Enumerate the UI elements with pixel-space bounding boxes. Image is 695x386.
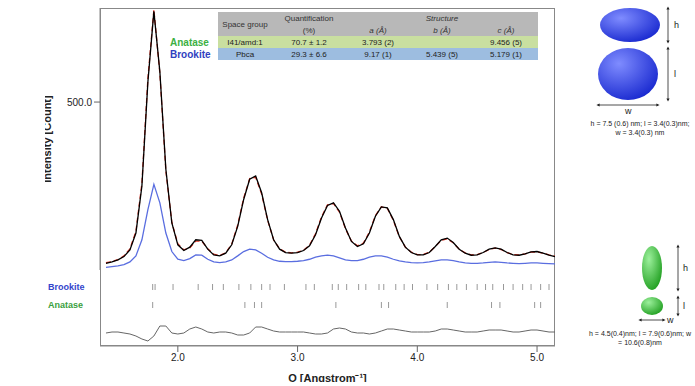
html-text:9.456 (5): 9.456 (5) [490, 37, 522, 47]
html-text:I41/amd:1: I41/amd:1 [227, 37, 263, 47]
svg-text:500.0: 500.0 [67, 97, 92, 108]
html-text:h = 4.5(0.4)nm; l = 7.9(0.6)nm: h = 4.5(0.4)nm; l = 7.9(0.6)nm; w = 10.6… [589, 330, 691, 346]
html-text:h = 7.5 (0.6) nm; l = 3.4(0.3): h = 7.5 (0.6) nm; l = 3.4(0.3)nm; w = 3.… [590, 120, 690, 136]
html-text:5.439 (5): 5.439 (5) [426, 49, 458, 59]
svg-text:2.0: 2.0 [171, 352, 185, 363]
svg-text:Intensity [Count]: Intensity [Count] [45, 95, 53, 183]
html-text:29.3 ± 6.6: 29.3 ± 6.6 [291, 49, 327, 59]
svg-text:w: w [666, 315, 674, 325]
html-text:5.179 (1): 5.179 (1) [490, 49, 522, 59]
svg-text:5.0: 5.0 [530, 352, 544, 363]
html-text:9.17 (1): 9.17 (1) [364, 49, 392, 59]
svg-text:h: h [674, 20, 679, 30]
html-text:70.7 ± 1.2: 70.7 ± 1.2 [291, 37, 327, 47]
html-text:Anatase: Anatase [170, 36, 209, 48]
html-text:3.793 (2): 3.793 (2) [362, 37, 394, 47]
svg-text:h: h [683, 263, 688, 273]
html-text:Quantification: Quantification [284, 13, 334, 23]
svg-text:l: l [683, 301, 685, 311]
html-text:Structure: Structure [425, 13, 459, 23]
svg-text:3.0: 3.0 [291, 352, 305, 363]
html-text:b (Å): b (Å) [433, 25, 451, 35]
html-text:a (Å): a (Å) [369, 25, 387, 35]
svg-text:w: w [624, 106, 632, 116]
svg-text:l: l [674, 69, 676, 79]
html-text:Brookite: Brookite [48, 282, 85, 292]
html-text:Space group: Space group [222, 19, 268, 29]
html-text:c (Å): c (Å) [497, 25, 515, 35]
html-text:Brookite: Brookite [170, 48, 211, 60]
html-text:Pbca: Pbca [235, 49, 255, 59]
svg-text:4.0: 4.0 [410, 352, 424, 363]
html-text:Anatase: Anatase [48, 300, 83, 310]
svg-text:Q [Angstrom⁻¹]: Q [Angstrom⁻¹] [288, 372, 367, 382]
